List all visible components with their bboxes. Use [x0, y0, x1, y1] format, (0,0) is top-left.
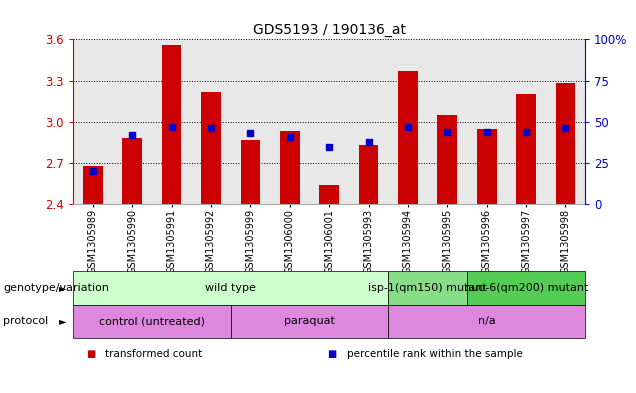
Point [560, 125, 570, 132]
Text: n/a: n/a [478, 316, 495, 326]
Point [127, 132, 137, 138]
Bar [398, 71, 418, 204]
Text: wild type: wild type [205, 283, 256, 293]
Bar [73, 271, 388, 305]
Text: ■: ■ [86, 349, 95, 360]
Bar [73, 305, 231, 338]
Text: percentile rank within the sample: percentile rank within the sample [347, 349, 523, 360]
Bar [231, 305, 388, 338]
Text: control (untreated): control (untreated) [99, 316, 205, 326]
Point [206, 125, 216, 132]
Bar [201, 92, 221, 204]
Bar [122, 138, 142, 204]
Text: protocol: protocol [3, 316, 48, 326]
Point [363, 138, 373, 145]
Point [521, 129, 531, 135]
Bar [83, 166, 102, 204]
Text: genotype/variation: genotype/variation [3, 283, 109, 293]
Bar [280, 131, 300, 204]
Title: GDS5193 / 190136_at: GDS5193 / 190136_at [252, 23, 406, 37]
Point [88, 168, 98, 174]
Text: ►: ► [59, 283, 67, 293]
Text: paraquat: paraquat [284, 316, 335, 326]
Bar [240, 140, 260, 204]
Bar [319, 185, 339, 204]
Bar [359, 145, 378, 204]
Bar [477, 129, 497, 204]
Bar [516, 94, 536, 204]
Bar [388, 271, 467, 305]
Text: ►: ► [59, 316, 67, 326]
Bar [162, 45, 181, 204]
Point [167, 124, 177, 130]
Bar [556, 83, 576, 204]
Bar [438, 115, 457, 204]
Bar [388, 305, 585, 338]
Text: transformed count: transformed count [105, 349, 202, 360]
Text: isp-1(qm150) mutant: isp-1(qm150) mutant [368, 283, 487, 293]
Point [481, 129, 492, 135]
Point [442, 129, 452, 135]
Text: ■: ■ [328, 349, 337, 360]
Point [285, 134, 295, 140]
Point [403, 124, 413, 130]
Point [245, 130, 256, 136]
Bar [467, 271, 585, 305]
Point [324, 143, 335, 150]
Text: nuo-6(qm200) mutant: nuo-6(qm200) mutant [464, 283, 588, 293]
